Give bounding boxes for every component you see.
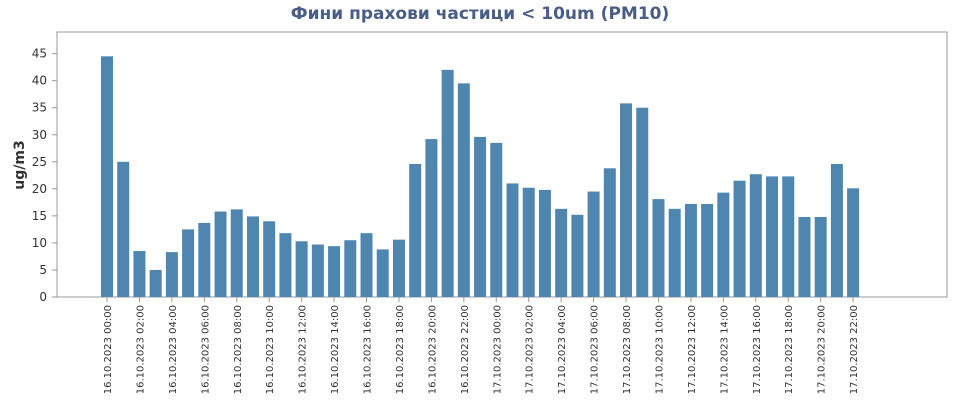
- bar: [847, 188, 860, 297]
- x-tick-label: 16.10.2023 18:00: [395, 305, 406, 394]
- bar: [311, 244, 324, 297]
- bar: [474, 136, 487, 297]
- y-tick-label: 40: [32, 74, 47, 88]
- bar: [376, 249, 389, 297]
- x-tick-label: 17.10.2023 02:00: [525, 305, 536, 394]
- bar: [214, 211, 227, 297]
- bar: [409, 163, 422, 297]
- x-tick-label: 17.10.2023 08:00: [622, 305, 633, 394]
- y-tick-label: 15: [32, 209, 47, 223]
- x-tick-label: 16.10.2023 12:00: [298, 305, 309, 394]
- bar: [360, 233, 373, 297]
- x-tick-label: 16.10.2023 16:00: [363, 305, 374, 394]
- bar: [766, 176, 779, 297]
- bar: [782, 176, 795, 297]
- x-tick-label: 17.10.2023 22:00: [849, 305, 860, 394]
- y-tick-label: 20: [32, 182, 47, 196]
- bar: [733, 180, 746, 297]
- bar: [684, 203, 697, 297]
- y-tick-label: 10: [32, 236, 47, 250]
- x-tick-label: 16.10.2023 00:00: [103, 305, 114, 394]
- x-tick-label: 17.10.2023 18:00: [784, 305, 795, 394]
- bar: [149, 269, 162, 297]
- x-tick-label: 17.10.2023 12:00: [687, 305, 698, 394]
- bar: [457, 83, 470, 297]
- bar: [717, 192, 730, 297]
- bar: [230, 209, 243, 297]
- bar: [749, 174, 762, 297]
- x-tick-label: 16.10.2023 10:00: [265, 305, 276, 394]
- bar: [182, 229, 195, 297]
- bar: [538, 189, 551, 297]
- x-tick-label: 16.10.2023 06:00: [200, 305, 211, 394]
- bar: [328, 246, 341, 297]
- x-tick-label: 16.10.2023 22:00: [460, 305, 471, 394]
- bar: [814, 216, 827, 297]
- bar: [425, 139, 438, 297]
- bar: [668, 208, 681, 297]
- y-tick-label: 30: [32, 128, 47, 142]
- x-tick-label: 16.10.2023 08:00: [233, 305, 244, 394]
- bar: [295, 241, 308, 297]
- bar: [701, 203, 714, 297]
- y-tick-label: 45: [32, 47, 47, 61]
- bar: [522, 187, 535, 297]
- x-tick-label: 17.10.2023 04:00: [557, 305, 568, 394]
- bar: [392, 239, 405, 297]
- y-tick-label: 5: [39, 263, 47, 277]
- bar: [587, 191, 600, 297]
- y-axis-label: ug/m3: [12, 140, 28, 189]
- x-tick-label: 17.10.2023 10:00: [654, 305, 665, 394]
- bar: [636, 107, 649, 297]
- x-tick-label: 17.10.2023 06:00: [590, 305, 601, 394]
- x-tick-label: 16.10.2023 04:00: [168, 305, 179, 394]
- x-tick-label: 17.10.2023 14:00: [719, 305, 730, 394]
- bar: [571, 214, 584, 297]
- bar: [117, 161, 130, 297]
- bar: [344, 240, 357, 297]
- bar: [101, 56, 113, 298]
- bar: [798, 216, 811, 297]
- bar: [198, 222, 211, 297]
- x-tick-label: 16.10.2023 14:00: [330, 305, 341, 394]
- chart-title: Фини прахови частици < 10um (PM10): [291, 4, 670, 24]
- bar: [490, 142, 503, 297]
- bar: [830, 163, 843, 297]
- bar: [555, 208, 568, 297]
- bar: [620, 103, 633, 297]
- bar: [652, 199, 665, 297]
- bar: [506, 183, 519, 297]
- bar: [279, 233, 292, 297]
- y-tick-label: 35: [32, 101, 47, 115]
- bar: [133, 251, 146, 297]
- bar: [603, 168, 616, 297]
- x-tick-label: 16.10.2023 02:00: [135, 305, 146, 394]
- y-tick-label: 0: [39, 290, 47, 304]
- bar: [441, 69, 454, 297]
- bar: [165, 252, 178, 297]
- x-tick-label: 17.10.2023 00:00: [492, 305, 503, 394]
- x-tick-label: 17.10.2023 16:00: [752, 305, 763, 394]
- x-tick-label: 16.10.2023 20:00: [427, 305, 438, 394]
- bar: [246, 216, 259, 297]
- bar: [263, 221, 276, 297]
- y-tick-label: 25: [32, 155, 47, 169]
- x-tick-label: 17.10.2023 20:00: [817, 305, 828, 394]
